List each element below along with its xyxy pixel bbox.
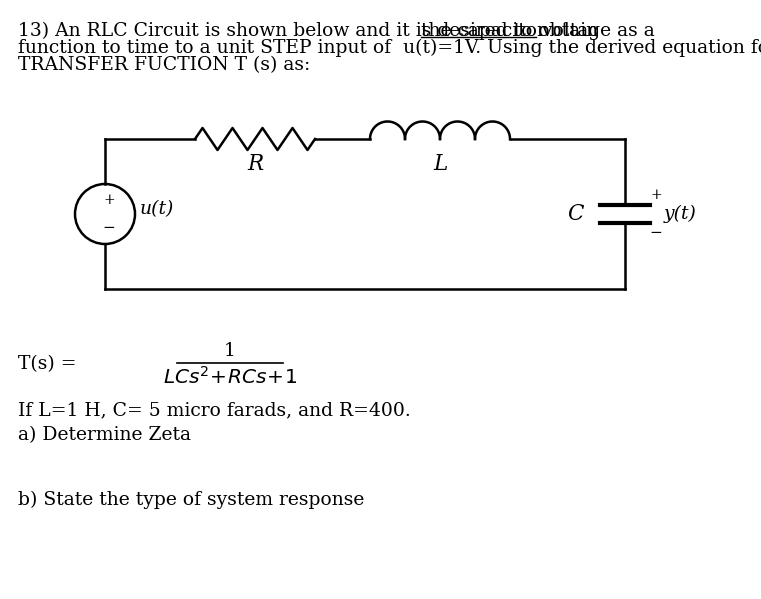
Text: the capacitor: the capacitor [421, 22, 546, 40]
Text: .: . [287, 368, 293, 386]
Text: −: − [650, 226, 662, 240]
Text: C: C [567, 203, 583, 225]
Text: −: − [103, 221, 116, 235]
Text: T(s) =: T(s) = [18, 355, 77, 373]
Text: +: + [103, 193, 115, 207]
Text: R: R [247, 153, 263, 175]
Text: voltage as a: voltage as a [536, 22, 654, 40]
Text: b) State the type of system response: b) State the type of system response [18, 491, 365, 509]
Text: 1: 1 [224, 342, 236, 360]
Text: $\mathit{LCs^2\!+\!RCs\!+\!1}$: $\mathit{LCs^2\!+\!RCs\!+\!1}$ [163, 366, 297, 388]
Text: 13) An RLC Circuit is shown below and it is desired to obtain: 13) An RLC Circuit is shown below and it… [18, 22, 604, 40]
Text: u(t): u(t) [140, 200, 174, 218]
Text: If L=1 H, C= 5 micro farads, and R=400.: If L=1 H, C= 5 micro farads, and R=400. [18, 401, 411, 419]
Text: a) Determine Zeta: a) Determine Zeta [18, 426, 191, 444]
Text: y(t): y(t) [664, 205, 697, 223]
Text: function to time to a unit STEP input of  u(t)=1V. Using the derived equation fo: function to time to a unit STEP input of… [18, 39, 761, 58]
Text: L: L [433, 153, 447, 175]
Text: +: + [650, 188, 662, 202]
Text: TRANSFER FUCTION T (s) as:: TRANSFER FUCTION T (s) as: [18, 56, 310, 74]
